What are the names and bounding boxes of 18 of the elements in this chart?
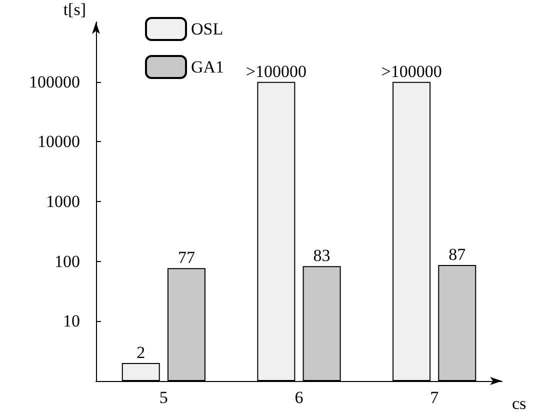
x-axis-title: cs <box>512 394 526 413</box>
data-label: 83 <box>313 246 330 266</box>
data-label: 2 <box>136 342 146 362</box>
y-tick-label: 100000 <box>29 72 80 92</box>
x-tick-label: 7 <box>430 388 440 407</box>
y-axis-title: t[s] <box>63 0 86 19</box>
x-tick-label: 6 <box>294 388 304 407</box>
x-tick-label: 5 <box>159 388 168 407</box>
y-tick-label: 10000 <box>38 132 80 152</box>
data-label: 87 <box>448 244 466 264</box>
y-tick-label: 100 <box>54 252 80 271</box>
y-tick-label: 1000 <box>46 192 80 211</box>
data-label: >100000 <box>381 62 442 81</box>
y-tick-label: 10 <box>63 312 80 331</box>
data-label: 77 <box>178 248 196 268</box>
legend-label: GA1 <box>191 58 224 76</box>
legend-label: OSL <box>191 20 224 38</box>
data-label: >100000 <box>246 62 306 81</box>
